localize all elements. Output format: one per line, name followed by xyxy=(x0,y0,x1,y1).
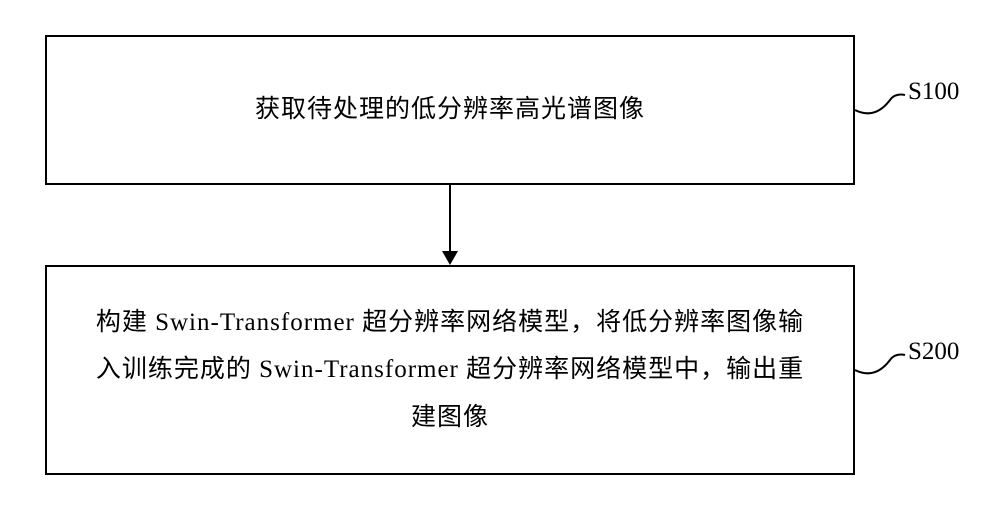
flowchart-canvas: 获取待处理的低分辨率高光谱图像 S100 构建 Swin-Transformer… xyxy=(0,0,1000,527)
callout-curve-s200 xyxy=(855,335,910,390)
step-text-s100: 获取待处理的低分辨率高光谱图像 xyxy=(255,86,645,134)
step-text-s200: 构建 Swin-Transformer 超分辨率网络模型，将低分辨率图像输入训练… xyxy=(87,299,813,442)
arrow-shaft xyxy=(449,185,451,251)
step-label-s100: S100 xyxy=(908,78,959,106)
step-box-s200: 构建 Swin-Transformer 超分辨率网络模型，将低分辨率图像输入训练… xyxy=(45,265,855,475)
step-label-s200: S200 xyxy=(908,338,959,366)
step-box-s100: 获取待处理的低分辨率高光谱图像 xyxy=(45,35,855,185)
callout-curve-s100 xyxy=(855,75,910,130)
arrow-head-icon xyxy=(442,251,458,265)
